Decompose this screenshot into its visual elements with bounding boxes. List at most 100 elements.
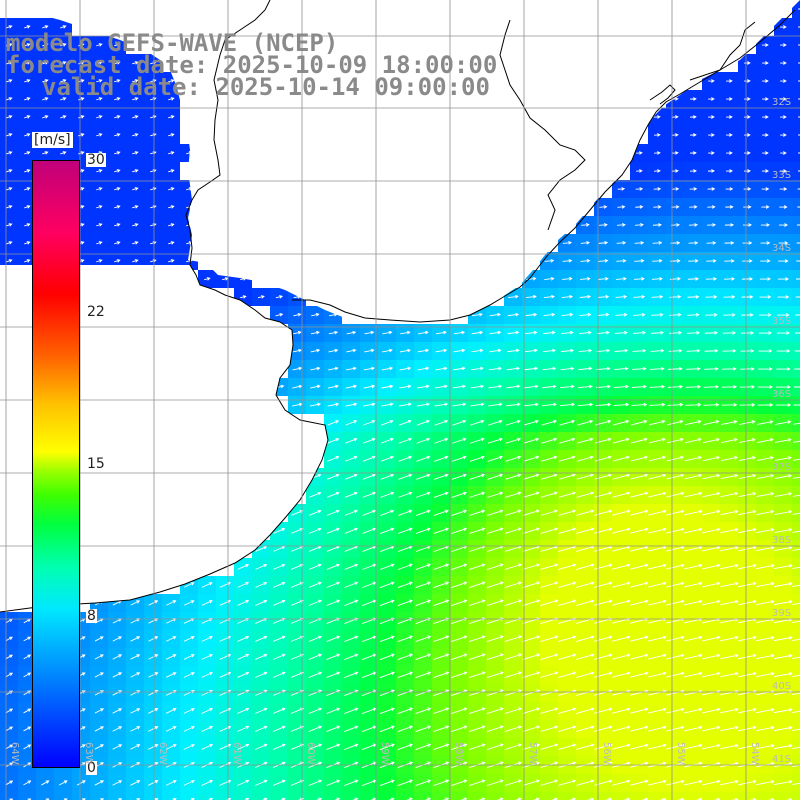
wind-arrow (741, 295, 754, 299)
wind-arrow (744, 61, 751, 65)
wind-arrow (469, 473, 486, 480)
wind-arrow (798, 98, 800, 100)
wind-arrow (684, 491, 703, 498)
wind-arrow (775, 420, 792, 425)
wind-arrow (505, 437, 522, 444)
wind-arrow (615, 312, 628, 317)
wind-arrow (792, 530, 800, 533)
wind-arrow (703, 420, 720, 426)
wind-arrow (6, 151, 13, 155)
wind-arrow (649, 384, 666, 389)
wind-arrow (708, 151, 715, 155)
wind-arrow (24, 25, 31, 29)
wind-arrow (796, 242, 800, 244)
wind-arrow (740, 331, 755, 335)
wind-arrow (452, 437, 467, 444)
wind-cell (144, 792, 162, 800)
wind-arrow (42, 61, 49, 65)
wind-arrow (132, 97, 139, 101)
wind-arrow (685, 420, 702, 426)
wind-arrow (596, 330, 610, 335)
wind-arrow (687, 277, 700, 281)
wind-cell (342, 792, 360, 800)
wind-arrow (671, 187, 680, 191)
wind-arrow (542, 348, 557, 353)
wind-cell (792, 450, 800, 468)
wind-arrow (60, 79, 67, 83)
wind-arrow (780, 43, 787, 47)
wind-arrow (558, 473, 576, 480)
wind-arrow (78, 115, 85, 119)
wind-arrow (399, 366, 412, 371)
wind-arrow (761, 205, 770, 209)
wind-arrow (525, 330, 538, 335)
wind-arrow (452, 419, 467, 426)
wind-arrow (775, 438, 792, 443)
wind-arrow (687, 295, 700, 299)
wind-arrow (42, 79, 49, 83)
wind-arrow (653, 187, 662, 191)
wind-arrow (614, 366, 629, 371)
wind-arrow (757, 403, 774, 407)
wind-arrow (740, 349, 755, 353)
wind-arrow (667, 419, 684, 426)
wind-arrow (774, 546, 793, 552)
wind-arrow (630, 527, 649, 534)
wind-arrow (561, 312, 574, 317)
wind-arrow (684, 509, 703, 516)
wind-arrow (651, 312, 664, 317)
wind-arrow (686, 348, 701, 353)
wind-arrow (453, 366, 466, 371)
wind-arrow (310, 348, 321, 353)
wind-arrow (398, 402, 412, 407)
wind-arrow (580, 258, 591, 263)
wind-arrow (615, 294, 628, 299)
wind-cell (792, 702, 800, 720)
wind-arrow (631, 419, 648, 426)
wind-arrow (725, 205, 734, 209)
wind-arrow (739, 403, 756, 407)
wind-cell (486, 792, 504, 800)
wind-cell (792, 126, 800, 144)
wind-arrow (487, 437, 503, 444)
wind-arrow (558, 563, 577, 570)
wind-arrow (435, 348, 448, 353)
wind-arrow (415, 509, 431, 516)
wind-arrow (760, 259, 771, 263)
wind-arrow (507, 330, 520, 335)
wind-arrow (762, 133, 769, 137)
wind-cell (378, 792, 396, 800)
wind-arrow (381, 384, 394, 389)
wind-arrow (42, 151, 49, 155)
wind-arrow (469, 563, 486, 570)
longitude-label: 55W (675, 742, 686, 765)
wind-arrow (792, 494, 800, 497)
wind-arrow (724, 259, 735, 263)
wind-arrow (42, 43, 49, 47)
wind-arrow (344, 473, 358, 480)
wind-arrow (469, 437, 485, 444)
latitude-label: 32S (772, 97, 792, 108)
wind-arrow (756, 545, 775, 552)
wind-arrow (779, 205, 788, 209)
wind-arrow (579, 312, 592, 317)
wind-cell (792, 108, 800, 126)
wind-arrow (762, 61, 769, 65)
wind-arrow (689, 169, 697, 173)
wind-cell (720, 792, 738, 800)
wind-vectors (5, 8, 800, 800)
wind-arrow (326, 527, 340, 534)
wind-arrow (648, 455, 667, 462)
wind-cell (774, 792, 792, 800)
wind-arrow (380, 527, 395, 534)
wind-arrow (293, 312, 302, 317)
wind-arrow (327, 455, 340, 462)
wind-arrow (488, 384, 503, 389)
wind-arrow (399, 384, 412, 389)
latitude-label: 41S (772, 754, 792, 765)
wind-arrow (648, 491, 667, 498)
wind-arrow (744, 115, 751, 119)
wind-arrow (255, 563, 268, 570)
wind-arrow (774, 564, 793, 570)
wind-arrow (759, 277, 772, 281)
